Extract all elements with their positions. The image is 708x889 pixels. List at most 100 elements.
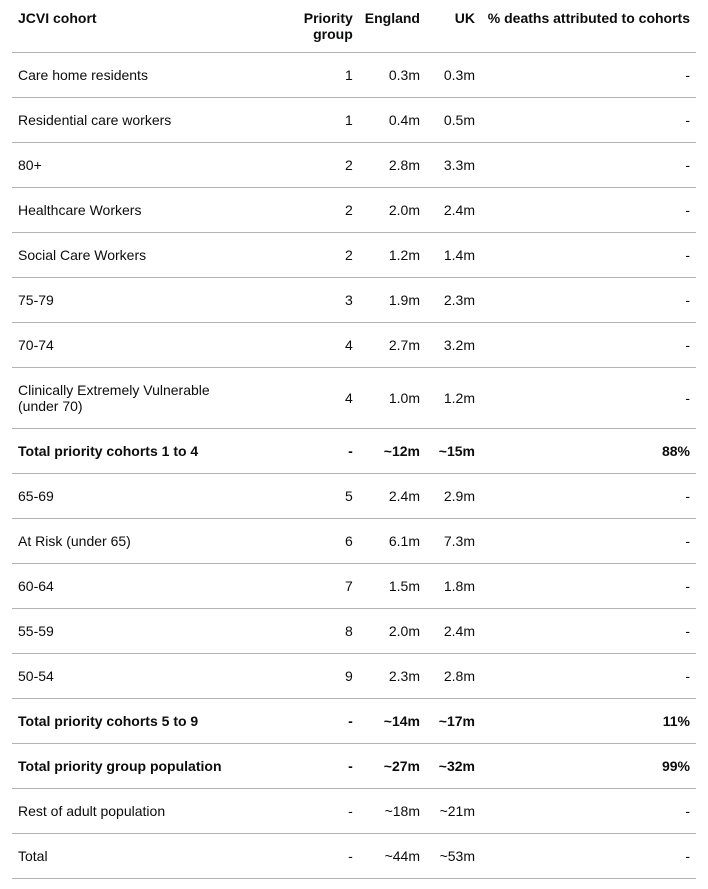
cell-cohort: Residential care workers <box>12 98 259 143</box>
cell-uk: ~32m <box>426 744 481 789</box>
cell-deaths: - <box>481 323 696 368</box>
table-row: Total priority cohorts 5 to 9-~14m~17m11… <box>12 699 696 744</box>
cell-uk: ~17m <box>426 699 481 744</box>
cell-cohort: 80+ <box>12 143 259 188</box>
cell-cohort: 75-79 <box>12 278 259 323</box>
col-header-deaths: % deaths attributed to cohorts <box>481 10 696 53</box>
table-row: 60-6471.5m1.8m- <box>12 564 696 609</box>
cell-deaths: - <box>481 519 696 564</box>
cell-priority: 3 <box>259 278 359 323</box>
cell-deaths: - <box>481 654 696 699</box>
table-row: 65-6952.4m2.9m- <box>12 474 696 519</box>
cell-cohort: At Risk (under 65) <box>12 519 259 564</box>
cell-cohort: 65-69 <box>12 474 259 519</box>
cell-cohort: Social Care Workers <box>12 233 259 278</box>
cell-deaths: - <box>481 609 696 654</box>
col-header-priority: Priority group <box>259 10 359 53</box>
cell-uk: 7.3m <box>426 519 481 564</box>
cell-england: 0.4m <box>359 98 426 143</box>
table-row: Rest of adult population-~18m~21m- <box>12 789 696 834</box>
cell-priority: 7 <box>259 564 359 609</box>
cell-deaths: 99% <box>481 744 696 789</box>
table-row: 50-5492.3m2.8m- <box>12 654 696 699</box>
col-header-uk: UK <box>426 10 481 53</box>
table-header-row: JCVI cohort Priority group England UK % … <box>12 10 696 53</box>
cell-deaths: - <box>481 368 696 429</box>
table-row: Total priority cohorts 1 to 4-~12m~15m88… <box>12 429 696 474</box>
cell-uk: ~53m <box>426 834 481 879</box>
cell-uk: 3.3m <box>426 143 481 188</box>
cell-england: ~14m <box>359 699 426 744</box>
cell-deaths: - <box>481 564 696 609</box>
cell-cohort: 70-74 <box>12 323 259 368</box>
cell-priority: - <box>259 699 359 744</box>
cell-england: ~12m <box>359 429 426 474</box>
cell-priority: 4 <box>259 323 359 368</box>
cell-uk: 2.3m <box>426 278 481 323</box>
cell-england: 1.0m <box>359 368 426 429</box>
cell-deaths: - <box>481 789 696 834</box>
cell-uk: 1.8m <box>426 564 481 609</box>
cell-priority: - <box>259 744 359 789</box>
cell-priority: 9 <box>259 654 359 699</box>
cell-england: 2.4m <box>359 474 426 519</box>
cell-england: 2.0m <box>359 609 426 654</box>
cell-uk: ~15m <box>426 429 481 474</box>
cell-cohort: 50-54 <box>12 654 259 699</box>
cell-england: ~18m <box>359 789 426 834</box>
cell-uk: 1.4m <box>426 233 481 278</box>
table-row: Care home residents10.3m0.3m- <box>12 53 696 98</box>
cell-england: ~44m <box>359 834 426 879</box>
cell-cohort: Rest of adult population <box>12 789 259 834</box>
cell-cohort: Total priority group population <box>12 744 259 789</box>
cell-deaths: - <box>481 233 696 278</box>
table-row: 70-7442.7m3.2m- <box>12 323 696 368</box>
table-body: Care home residents10.3m0.3m-Residential… <box>12 53 696 879</box>
table-row: 80+22.8m3.3m- <box>12 143 696 188</box>
cell-deaths: - <box>481 143 696 188</box>
cell-uk: 2.8m <box>426 654 481 699</box>
cell-priority: 2 <box>259 233 359 278</box>
col-header-cohort: JCVI cohort <box>12 10 259 53</box>
cell-deaths: 88% <box>481 429 696 474</box>
table-row: Total priority group population-~27m~32m… <box>12 744 696 789</box>
cell-uk: 2.9m <box>426 474 481 519</box>
cell-deaths: 11% <box>481 699 696 744</box>
table-row: Total-~44m~53m- <box>12 834 696 879</box>
jcvi-cohort-table: JCVI cohort Priority group England UK % … <box>12 10 696 879</box>
cell-cohort: Total <box>12 834 259 879</box>
cell-england: 6.1m <box>359 519 426 564</box>
cell-uk: 0.3m <box>426 53 481 98</box>
cell-priority: 2 <box>259 188 359 233</box>
table-row: Healthcare Workers22.0m2.4m- <box>12 188 696 233</box>
cell-england: 2.8m <box>359 143 426 188</box>
cell-priority: 4 <box>259 368 359 429</box>
cell-uk: 2.4m <box>426 609 481 654</box>
cell-uk: 3.2m <box>426 323 481 368</box>
cell-england: 2.7m <box>359 323 426 368</box>
col-header-england: England <box>359 10 426 53</box>
cell-england: 1.2m <box>359 233 426 278</box>
cell-cohort: Clinically Extremely Vulnerable (under 7… <box>12 368 259 429</box>
cell-priority: 2 <box>259 143 359 188</box>
cell-priority: 1 <box>259 53 359 98</box>
cell-england: 1.9m <box>359 278 426 323</box>
table-row: Clinically Extremely Vulnerable (under 7… <box>12 368 696 429</box>
cell-priority: 6 <box>259 519 359 564</box>
cell-deaths: - <box>481 474 696 519</box>
table-row: 55-5982.0m2.4m- <box>12 609 696 654</box>
cell-cohort: Total priority cohorts 5 to 9 <box>12 699 259 744</box>
cell-priority: 1 <box>259 98 359 143</box>
cell-cohort: Total priority cohorts 1 to 4 <box>12 429 259 474</box>
cell-deaths: - <box>481 278 696 323</box>
cell-cohort: 55-59 <box>12 609 259 654</box>
table-row: 75-7931.9m2.3m- <box>12 278 696 323</box>
table-row: Social Care Workers21.2m1.4m- <box>12 233 696 278</box>
cell-priority: 5 <box>259 474 359 519</box>
cell-uk: 0.5m <box>426 98 481 143</box>
cell-england: ~27m <box>359 744 426 789</box>
cell-cohort: Care home residents <box>12 53 259 98</box>
cell-england: 2.3m <box>359 654 426 699</box>
cell-deaths: - <box>481 188 696 233</box>
table-row: At Risk (under 65)66.1m7.3m- <box>12 519 696 564</box>
